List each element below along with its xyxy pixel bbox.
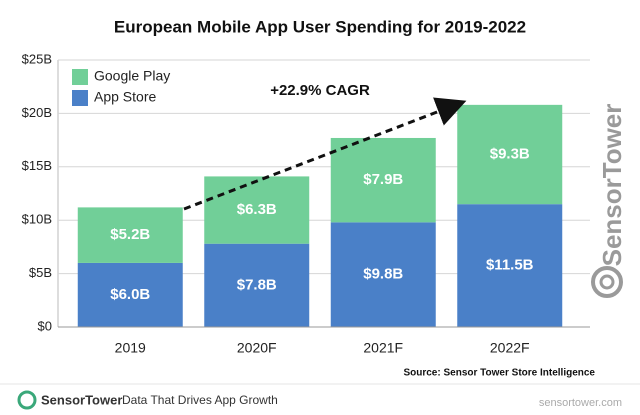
bar-segment	[77, 207, 183, 263]
y-tick-label: $25B	[22, 51, 52, 66]
source: Source: Sensor Tower Store Intelligence	[403, 368, 595, 379]
bar-segment	[457, 204, 563, 327]
data-label: $7.9B	[363, 171, 403, 188]
footer-brand: SensorTower	[41, 392, 122, 407]
y-tick-label: $0	[38, 318, 52, 333]
bar-segment	[457, 104, 563, 205]
plot-area: $0 $5B $10B $15B $20B $25B 2019 $6.0B $5.2B 2020F…	[22, 51, 590, 356]
watermark-logo	[591, 266, 623, 298]
legend-swatch	[72, 90, 88, 106]
bar-segment	[330, 222, 436, 327]
data-label: $5.2B	[110, 226, 150, 243]
trend-arrow	[183, 97, 467, 211]
data-label: $7.8B	[237, 276, 277, 293]
annotation: +22.9% CAGR	[270, 82, 370, 99]
bar-segment	[77, 262, 183, 327]
data-label: $6.0B	[110, 286, 150, 303]
x-tick-label: 2019	[115, 340, 146, 356]
data-label: $6.3B	[237, 201, 277, 218]
y-tick-label: $20B	[22, 105, 52, 120]
y-tick-label: $10B	[22, 212, 52, 227]
legend-label: Google Play	[94, 68, 170, 84]
x-tick-label: 2021F	[363, 340, 403, 356]
bar-segment	[204, 243, 310, 327]
footer-tagline: Data That Drives App Growth	[122, 393, 278, 407]
watermark-site: sensortower.com	[539, 397, 622, 409]
y-tick-label: $15B	[22, 158, 52, 173]
legend-label: App Store	[94, 89, 156, 105]
y-tick-label: $5B	[29, 265, 52, 280]
watermark-brand: SensorTower	[597, 104, 627, 267]
data-label: $11.5B	[486, 257, 534, 274]
watermark-logo	[599, 274, 615, 290]
footer-logo	[17, 390, 37, 410]
bar-segment	[204, 176, 310, 244]
x-tick-label: 2022F	[490, 340, 530, 356]
bar-segment	[330, 137, 436, 223]
data-label: $9.8B	[363, 266, 403, 283]
chart-title: European Mobile App User Spending for 20…	[114, 17, 526, 36]
legend-swatch	[72, 69, 88, 85]
x-tick-label: 2020F	[237, 340, 277, 356]
data-label: $9.3B	[490, 145, 530, 162]
